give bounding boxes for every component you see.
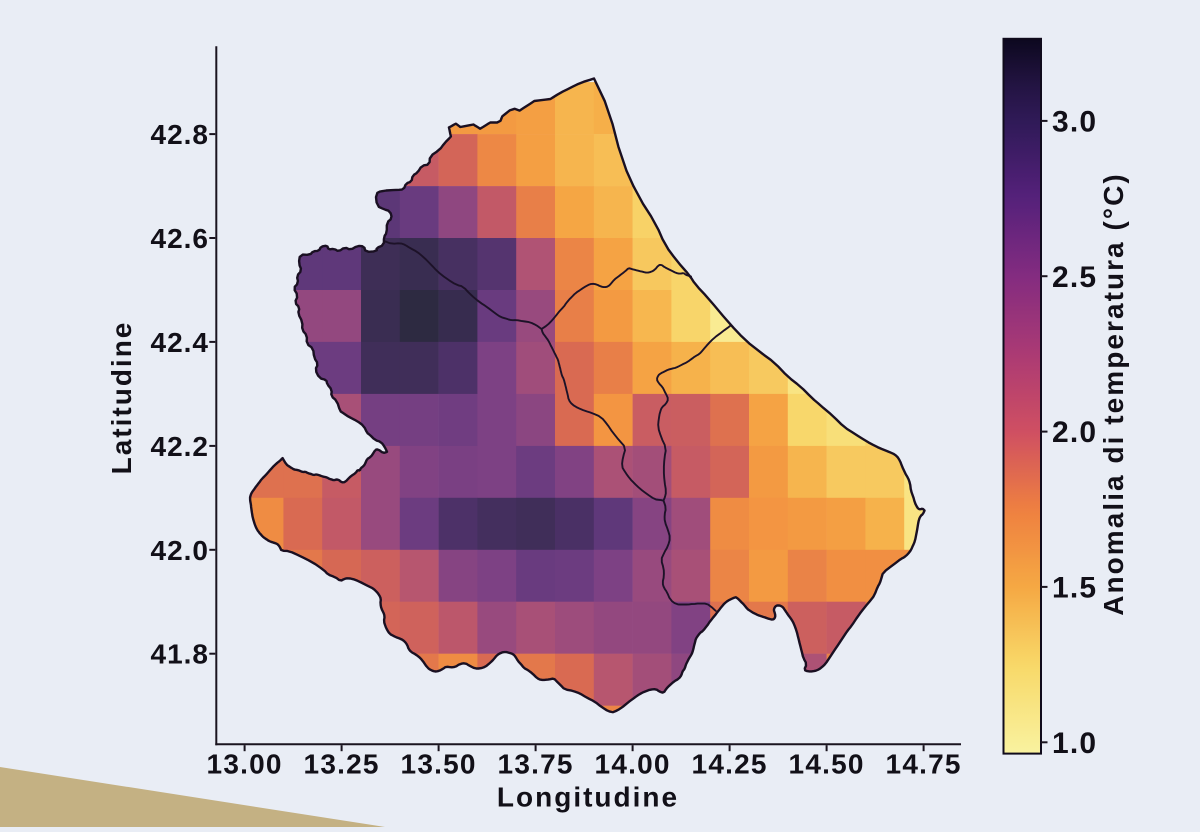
- svg-text:14.25: 14.25: [692, 749, 768, 780]
- svg-text:Longitudine: Longitudine: [497, 782, 679, 813]
- svg-text:13.00: 13.00: [207, 749, 283, 780]
- svg-text:13.75: 13.75: [498, 749, 574, 780]
- svg-text:42.8: 42.8: [151, 119, 210, 150]
- svg-text:13.50: 13.50: [401, 749, 477, 780]
- svg-text:1.5: 1.5: [1052, 571, 1097, 604]
- svg-text:13.25: 13.25: [304, 749, 380, 780]
- svg-text:41.8: 41.8: [151, 639, 210, 670]
- svg-text:14.75: 14.75: [886, 749, 962, 780]
- svg-text:42.6: 42.6: [151, 223, 210, 254]
- svg-text:2.5: 2.5: [1052, 261, 1097, 294]
- svg-text:42.0: 42.0: [151, 535, 210, 566]
- svg-text:1.0: 1.0: [1052, 727, 1097, 760]
- svg-text:Latitudine: Latitudine: [106, 321, 137, 475]
- svg-text:42.4: 42.4: [151, 327, 210, 358]
- svg-text:14.00: 14.00: [595, 749, 671, 780]
- svg-text:Anomalia di temperatura (°C): Anomalia di temperatura (°C): [1098, 172, 1129, 616]
- svg-text:2.0: 2.0: [1052, 416, 1097, 449]
- svg-text:42.2: 42.2: [151, 431, 210, 462]
- svg-text:14.50: 14.50: [789, 749, 865, 780]
- svg-text:3.0: 3.0: [1052, 105, 1097, 138]
